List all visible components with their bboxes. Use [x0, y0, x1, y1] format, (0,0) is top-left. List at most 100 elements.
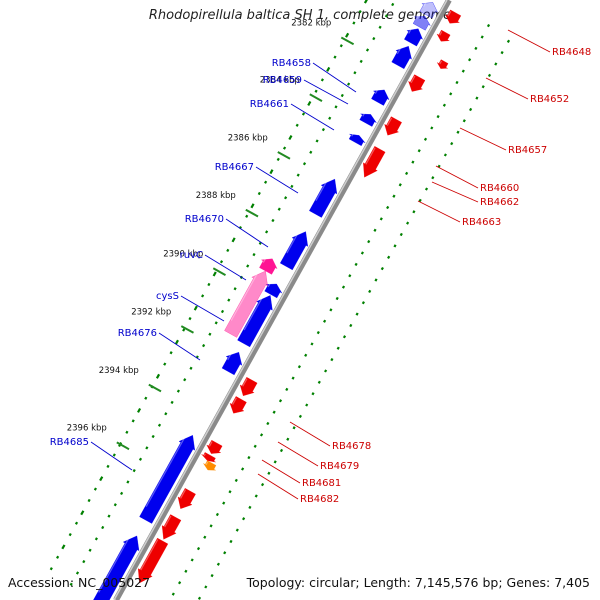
gc-mark: [373, 228, 377, 232]
gc-mark: [174, 339, 179, 345]
gc-mark: [286, 437, 290, 441]
reverse-gene-label-leader: [277, 441, 319, 467]
forward-gene-label[interactable]: RB4661: [250, 99, 289, 110]
gc-mark: [475, 96, 479, 100]
gc-mark: [132, 468, 136, 473]
gc-mark: [412, 210, 416, 214]
forward-gene-label-leader: [255, 166, 299, 194]
gc-mark: [323, 319, 327, 323]
gc-mark: [184, 569, 188, 573]
reverse-gene-label[interactable]: RB4662: [480, 197, 519, 208]
reverse-gene-arrow: [436, 29, 451, 42]
forward-gene-arrow-bevel: [416, 14, 420, 20]
reverse-gene-arrow: [384, 116, 403, 136]
gc-mark: [365, 48, 370, 52]
gc-mark: [120, 491, 124, 496]
forward-gene-label[interactable]: RB4659: [263, 75, 302, 86]
gc-mark: [202, 343, 206, 348]
reverse-gene-label-leader: [261, 459, 301, 484]
gc-mark: [264, 180, 268, 184]
reverse-gene-arrow-bevel: [208, 441, 213, 447]
forward-gene-arrow: [391, 45, 412, 70]
gc-mark: [339, 44, 343, 48]
gc-mark: [228, 490, 232, 494]
forward-gene-label[interactable]: RB4658: [272, 58, 311, 69]
gc-mark: [276, 157, 280, 162]
gc-mark: [340, 93, 344, 98]
gc-mark: [367, 239, 371, 244]
gc-mark: [145, 446, 149, 450]
reverse-gene-label[interactable]: RB4660: [480, 183, 519, 194]
gc-mark: [56, 555, 60, 559]
gc-mark: [398, 183, 402, 187]
forward-gene-arrow: [359, 113, 377, 127]
gc-mark: [241, 467, 245, 471]
gc-mark: [391, 2, 395, 7]
gc-mark: [387, 255, 391, 259]
gc-mark: [80, 510, 85, 516]
gc-mark: [324, 369, 328, 373]
map-title: Rhodopirellula baltica SH 1, complete ge…: [148, 8, 452, 23]
forward-gene-label[interactable]: RB4685: [50, 437, 89, 448]
forward-gene-label[interactable]: cysS: [156, 291, 179, 302]
gc-mark: [288, 135, 293, 141]
gc-mark: [223, 551, 227, 555]
gc-mark: [430, 126, 434, 130]
gc-mark: [246, 264, 250, 268]
gc-mark: [342, 335, 347, 339]
gc-mark: [316, 330, 320, 335]
forward-gene-label[interactable]: ruvC: [180, 250, 203, 261]
ruler-label: 2386 kbp: [228, 133, 268, 143]
other-feature-box-bevel: [205, 461, 209, 466]
reverse-gene-arrow-bevel: [447, 11, 452, 17]
gc-mark: [469, 107, 473, 112]
gc-mark: [317, 380, 321, 384]
reverse-gene-arrow-bevel: [203, 453, 206, 457]
gc-mark: [468, 58, 472, 62]
gc-mark: [290, 184, 294, 189]
forward-gene-label[interactable]: RB4670: [185, 214, 224, 225]
gc-mark: [345, 32, 350, 38]
gc-mark: [99, 476, 104, 482]
ruler-tick: [116, 441, 130, 451]
gc-mark: [248, 505, 252, 510]
gc-mark: [392, 194, 396, 198]
gc-mark: [315, 139, 319, 143]
forward-gene-label[interactable]: RB4667: [215, 162, 254, 173]
gc-mark: [297, 365, 301, 369]
gc-mark: [193, 305, 198, 311]
reverse-gene-arrow: [229, 396, 247, 414]
gc-mark: [209, 524, 213, 528]
gc-mark: [374, 278, 378, 282]
gc-mark: [480, 35, 484, 39]
forward-gene-arrow-bevel: [362, 112, 366, 117]
reverse-gene-label-leader: [417, 200, 461, 223]
reverse-gene-label[interactable]: RB4663: [462, 217, 501, 228]
reverse-gene-label[interactable]: RB4648: [552, 47, 591, 58]
reverse-gene-arrow: [206, 439, 223, 454]
gc-mark: [320, 78, 324, 82]
gc-mark: [378, 25, 382, 29]
reverse-gene-label[interactable]: RB4679: [320, 461, 359, 472]
reverse-gene-label[interactable]: RB4681: [302, 478, 341, 489]
reverse-gene-label[interactable]: RB4678: [332, 441, 371, 452]
gc-mark: [259, 433, 264, 437]
gc-mark: [155, 373, 161, 379]
gc-mark: [436, 114, 440, 119]
reverse-gene-label[interactable]: RB4652: [530, 94, 569, 105]
reverse-gene-label[interactable]: RB4682: [300, 494, 339, 505]
accession-text: Accession: NC_005027: [8, 575, 151, 590]
forward-gene-arrow-bevel: [423, 0, 428, 7]
gc-mark: [272, 410, 276, 414]
gc-mark: [405, 171, 409, 176]
reverse-gene-label[interactable]: RB4657: [508, 145, 547, 156]
gc-mark: [257, 191, 261, 196]
forward-gene-arrow-bevel: [315, 176, 330, 201]
gc-mark: [423, 137, 428, 141]
gc-mark: [333, 55, 337, 59]
forward-gene-label[interactable]: RB4676: [118, 328, 157, 339]
position-ruler: 2382 kbp 2384 kbp 2386 kbp 2388 kbp 2390 kbp…: [67, 19, 355, 451]
gc-mark: [231, 237, 236, 243]
gc-mark: [207, 282, 211, 287]
